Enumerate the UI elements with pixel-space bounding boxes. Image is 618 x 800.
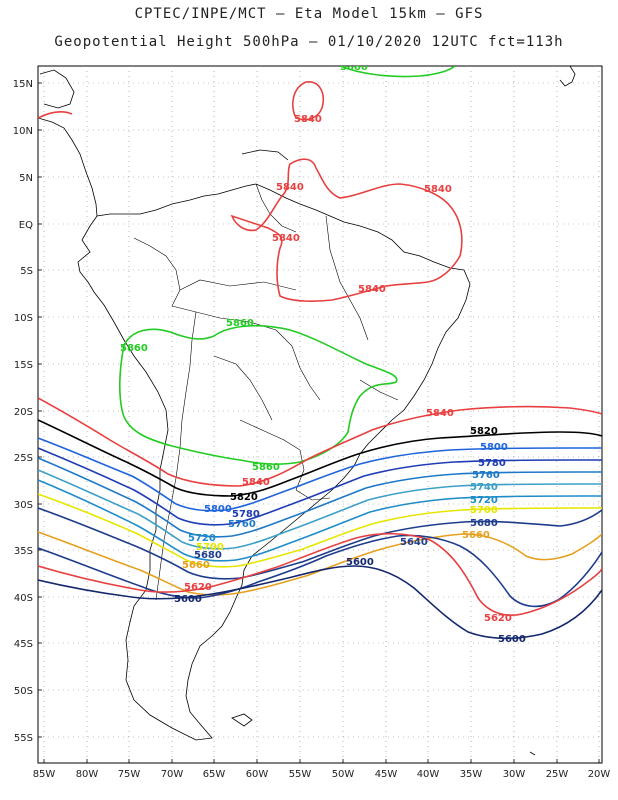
contour-5740	[38, 469, 602, 550]
contour-label-5800-a: 5800	[480, 442, 508, 453]
contour-label-5760-a: 5760	[472, 470, 500, 481]
contour-label-5740-a: 5740	[470, 482, 498, 493]
lon-tick-label: 45W	[375, 769, 398, 780]
graticule	[38, 66, 602, 763]
lat-tick-label: 15S	[14, 360, 33, 371]
contour-label-5720-b: 5720	[188, 533, 216, 544]
lat-tick-label: 50S	[14, 686, 33, 697]
lon-tick-label: 20W	[588, 769, 611, 780]
contour-label-5620-b: 5620	[484, 613, 512, 624]
contour-label-5820-a: 5820	[470, 426, 498, 437]
lat-tick-label: 10N	[13, 126, 33, 137]
contour-label-5840-c: 5840	[424, 184, 452, 195]
contour-5660	[38, 531, 602, 596]
lon-tick-label: 70W	[161, 769, 184, 780]
lon-tick-label: 65W	[203, 769, 226, 780]
contour-label-5700-b: 5700	[196, 542, 224, 553]
contour-label-5680-a: 5680	[470, 518, 498, 529]
chart-title-line-1: CPTEC/INPE/MCT – Eta Model 15km – GFS	[134, 6, 484, 22]
lon-tick-label: 85W	[33, 769, 56, 780]
lat-tick-label: 55S	[14, 733, 33, 744]
contour-label-5660-b: 5660	[182, 560, 210, 571]
contour-label-5860-north: 5860	[340, 62, 368, 73]
contour-5720	[38, 479, 602, 562]
contour-label-5840-d: 5840	[272, 233, 300, 244]
contour-5820	[38, 419, 602, 497]
lat-tick-label: 5N	[19, 173, 33, 184]
contour-5840-west	[38, 111, 73, 119]
contour-label-5680-b: 5680	[194, 550, 222, 561]
contour-label-5800-b: 5800	[204, 504, 232, 515]
lon-tick-label: 55W	[289, 769, 312, 780]
lon-tick-label: 25W	[546, 769, 569, 780]
contour-labels: 5860 5860 5860 5860 5840 5840 5840 5840 …	[120, 62, 526, 645]
contour-label-5860-a: 5860	[226, 318, 254, 329]
lon-tick-label: 80W	[76, 769, 99, 780]
contour-5680	[38, 507, 602, 580]
contour-5620	[38, 532, 602, 616]
lat-tick-label: 10S	[14, 313, 33, 324]
lat-tick-label: 30S	[14, 500, 33, 511]
contour-label-5840-f: 5840	[426, 408, 454, 419]
contour-label-5720-a: 5720	[470, 495, 498, 506]
lon-tick-label: 35W	[460, 769, 483, 780]
contour-label-5820-b: 5820	[230, 492, 258, 503]
contour-label-5600-b: 5600	[174, 594, 202, 605]
contour-5840-north-brazil	[230, 158, 463, 302]
lat-tick-label: 5S	[20, 266, 33, 277]
contour-label-5840-e: 5840	[358, 284, 386, 295]
contour-label-5640: 5640	[400, 537, 428, 548]
lat-tick-label: EQ	[19, 220, 33, 231]
contour-lines	[38, 66, 602, 640]
contour-5700	[38, 493, 602, 568]
lat-tick-label: 20S	[14, 407, 33, 418]
latitude-labels: 15N 10N 5N EQ 5S 10S 15S 20S 25S 30S 35S 40S 45S 50S 5…	[13, 79, 42, 744]
lat-tick-label: 45S	[14, 639, 33, 650]
contour-label-5620-a: 5620	[184, 582, 212, 593]
contour-label-5760-b: 5760	[228, 519, 256, 530]
contour-5860-main	[119, 324, 398, 465]
contour-5840-ring	[292, 81, 324, 121]
contour-label-5860-b: 5860	[120, 343, 148, 354]
longitude-labels: 85W 80W 75W 70W 65W 60W 55W 50W 45W 40W 35W 30W 25W 2…	[33, 759, 611, 780]
contour-label-5840-b: 5840	[276, 182, 304, 193]
contour-label-5600-a: 5600	[346, 557, 374, 568]
contour-label-5780-a: 5780	[478, 458, 506, 469]
lat-tick-label: 40S	[14, 593, 33, 604]
lat-tick-label: 35S	[14, 546, 33, 557]
contour-5780	[38, 447, 602, 526]
map-frame	[37, 65, 603, 764]
lon-tick-label: 60W	[246, 769, 269, 780]
lon-tick-label: 40W	[417, 769, 440, 780]
contour-5760	[38, 457, 602, 538]
lon-tick-label: 30W	[503, 769, 526, 780]
contour-5800	[38, 437, 602, 512]
contour-label-5660-a: 5660	[462, 530, 490, 541]
contour-label-5600-c: 5600	[498, 634, 526, 645]
lon-tick-label: 50W	[332, 769, 355, 780]
lat-tick-label: 25S	[14, 453, 33, 464]
contour-5860-north	[339, 66, 456, 78]
lat-tick-label: 15N	[13, 79, 33, 90]
contour-5600	[38, 565, 602, 640]
contour-label-5840-g: 5840	[242, 477, 270, 488]
lon-tick-label: 75W	[118, 769, 141, 780]
contour-label-5860-c: 5860	[252, 462, 280, 473]
contour-label-5780-b: 5780	[232, 509, 260, 520]
chart-title-line-2: Geopotential Height 500hPa – 01/10/2020 …	[54, 34, 564, 50]
contour-label-5700-a: 5700	[470, 505, 498, 516]
contour-label-5840-a: 5840	[294, 114, 322, 125]
contour-5840-south	[38, 397, 602, 487]
